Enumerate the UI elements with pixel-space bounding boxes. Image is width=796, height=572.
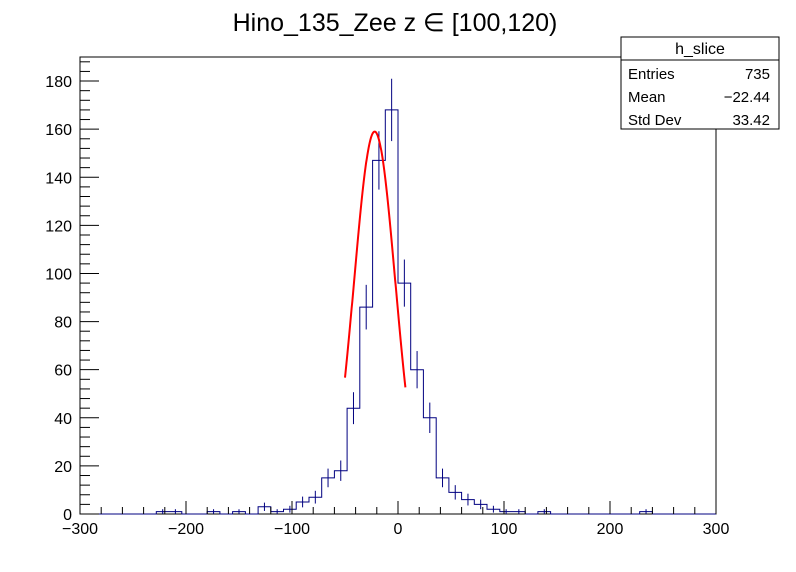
stats-stddev-label: Std Dev [628, 112, 682, 129]
y-tick-label: 20 [54, 459, 72, 476]
x-tick-label: 200 [597, 521, 624, 538]
y-tick-label: 120 [45, 218, 72, 235]
gaussian-fit-curve [344, 130, 407, 388]
axes: −300 −200 −100 0 100 200 300 0 20 40 60 80 100 120 140… [45, 61, 730, 538]
y-tick-label: 0 [63, 507, 72, 524]
x-tick-label: −100 [274, 521, 310, 538]
stats-entries-label: Entries [628, 66, 675, 83]
y-tick-label: 60 [54, 363, 72, 380]
y-tick-label: 140 [45, 170, 72, 187]
stats-box-frame [620, 36, 780, 130]
x-tick-label: −200 [168, 521, 204, 538]
y-tick-label: 80 [54, 315, 72, 332]
x-tick-label: 300 [703, 521, 730, 538]
stats-entries-value: 735 [745, 66, 770, 83]
histogram-layer [80, 78, 716, 515]
stats-name: h_slice [675, 41, 725, 58]
y-tick-label: 40 [54, 411, 72, 428]
x-tick-label: 100 [491, 521, 518, 538]
stats-mean-value: −22.44 [724, 89, 770, 106]
y-tick-label: 100 [45, 266, 72, 283]
stats-mean-label: Mean [628, 89, 666, 106]
x-tick-label: 0 [394, 521, 403, 538]
stats-stddev-value: 33.42 [732, 112, 770, 129]
x-tick-label: −300 [62, 521, 98, 538]
stats-box: h_slice Entries 735 Mean −22.44 Std Dev … [620, 36, 780, 130]
chart-title: Hino_135_Zee z ∈ [100,120) [233, 9, 558, 37]
y-tick-label: 160 [45, 122, 72, 139]
y-tick-label: 180 [45, 74, 72, 91]
fit-layer [344, 130, 407, 388]
